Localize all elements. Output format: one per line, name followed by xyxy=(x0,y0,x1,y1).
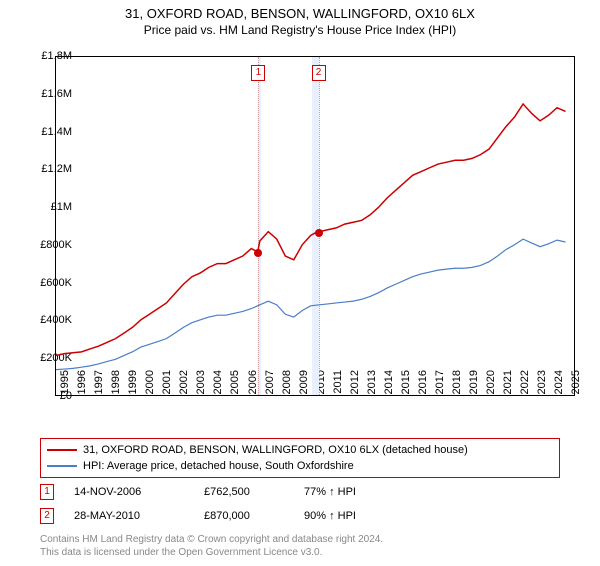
transaction-price: £870,000 xyxy=(204,510,284,522)
transaction-dot xyxy=(315,229,323,237)
footer-attribution: Contains HM Land Registry data © Crown c… xyxy=(40,533,383,559)
transaction-date: 14-NOV-2006 xyxy=(74,486,184,498)
legend-swatch xyxy=(47,465,77,467)
transaction-hpi: 90% ↑ HPI xyxy=(304,510,384,522)
transaction-marker-box: 2 xyxy=(40,508,54,524)
chart-title: 31, OXFORD ROAD, BENSON, WALLINGFORD, OX… xyxy=(0,6,600,21)
chart-lines xyxy=(56,57,574,395)
footer-line: This data is licensed under the Open Gov… xyxy=(40,546,383,559)
series-line-property xyxy=(56,104,566,356)
legend-label: 31, OXFORD ROAD, BENSON, WALLINGFORD, OX… xyxy=(83,444,468,456)
chart-subtitle: Price paid vs. HM Land Registry's House … xyxy=(0,23,600,37)
transaction-hpi: 77% ↑ HPI xyxy=(304,486,384,498)
transaction-marker-box: 1 xyxy=(40,484,54,500)
transaction-date: 28-MAY-2010 xyxy=(74,510,184,522)
legend-swatch xyxy=(47,449,77,451)
transaction-row: 2 28-MAY-2010 £870,000 90% ↑ HPI xyxy=(40,508,384,524)
legend-label: HPI: Average price, detached house, Sout… xyxy=(83,460,354,472)
legend-item: 31, OXFORD ROAD, BENSON, WALLINGFORD, OX… xyxy=(47,442,553,458)
transaction-row: 1 14-NOV-2006 £762,500 77% ↑ HPI xyxy=(40,484,384,500)
chart-legend: 31, OXFORD ROAD, BENSON, WALLINGFORD, OX… xyxy=(40,438,560,478)
transaction-price: £762,500 xyxy=(204,486,284,498)
chart-marker-label: 1 xyxy=(251,65,265,81)
footer-line: Contains HM Land Registry data © Crown c… xyxy=(40,533,383,546)
legend-item: HPI: Average price, detached house, Sout… xyxy=(47,458,553,474)
transaction-dot xyxy=(254,249,262,257)
chart-plot-area: 12 xyxy=(55,56,575,396)
series-line-hpi xyxy=(56,239,566,370)
chart-marker-label: 2 xyxy=(312,65,326,81)
